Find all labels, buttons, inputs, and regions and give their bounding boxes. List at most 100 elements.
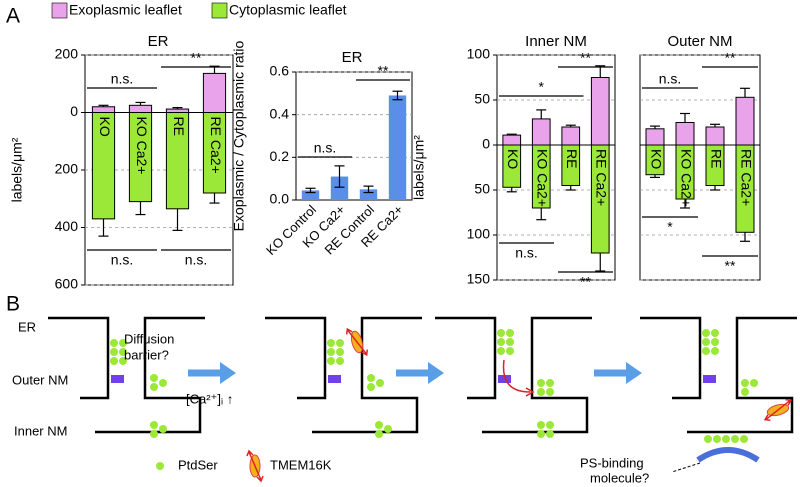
bar [735, 96, 755, 146]
tmem16k [344, 324, 370, 360]
y-tick-label: 0 [70, 103, 78, 119]
y-tick-label: 0.2 [270, 148, 290, 164]
significance-label: * [539, 79, 545, 95]
ptdser [367, 374, 392, 438]
tmem16k [760, 397, 796, 423]
chart: ER labels/μm² 200 0 200 400 600 KO KO Ca2+ RE RE C… [9, 33, 234, 292]
legend-label: Exoplasmic leaflet [69, 2, 182, 18]
label: TMEM16K [270, 457, 332, 472]
leader [671, 462, 701, 473]
bar-label: RE [564, 149, 580, 168]
y-tick-label: 100 [467, 226, 491, 242]
bar [359, 189, 378, 200]
bar [128, 104, 153, 113]
y-tick-label: 50 [474, 181, 490, 197]
ps-binding [696, 447, 760, 463]
label: ER [18, 319, 36, 334]
chart-title: ER [342, 49, 363, 66]
ptdser [150, 374, 167, 438]
label: PtdSer [178, 457, 218, 472]
panel-label: A [6, 5, 20, 28]
step-arrow [188, 362, 236, 384]
chart-title: ER [148, 33, 169, 50]
label: barrier? [124, 347, 169, 362]
flow-arrow [525, 387, 535, 397]
legend-tmem16k [246, 450, 264, 482]
barrier [498, 375, 511, 383]
bar-label: KO Ca2+ [535, 149, 551, 207]
chart-title: Outer NM [667, 33, 732, 50]
step-arrow [594, 362, 642, 384]
bar-label: KO Ca2+ [134, 117, 150, 175]
bar-label: KO [648, 149, 664, 169]
bar [301, 190, 320, 200]
y-tick-label: 50 [474, 91, 490, 107]
flow-arrow [502, 359, 531, 393]
y-axis-label: Exoplasmic / Cytoplasmic ratio [231, 40, 247, 231]
bar-label: KO [97, 117, 113, 137]
significance-label: n.s. [111, 252, 134, 268]
bar-label: KO [505, 149, 521, 169]
label: Diffusion [124, 331, 174, 346]
significance-label: ** [580, 50, 591, 66]
ptdser [702, 329, 719, 355]
plot-frame [496, 54, 616, 281]
significance-label: ** [725, 258, 736, 274]
bar [531, 118, 551, 146]
significance-label: ** [191, 50, 202, 66]
significance-label: * [667, 219, 673, 235]
bar [502, 134, 522, 146]
bar-label: RE Ca2+ [208, 117, 224, 174]
bar [202, 72, 227, 113]
y-tick-label: 0.6 [270, 63, 290, 79]
legend-label: Cytoplasmic leaflet [229, 2, 347, 18]
y-tick-label: 600 [55, 276, 79, 292]
significance-label: n.s. [314, 140, 337, 156]
bar [165, 108, 190, 114]
y-tick-label: 200 [55, 161, 79, 177]
barrier [111, 375, 124, 383]
charts: Exoplasmic leaflet Cytoplasmic leaflet ER l… [9, 2, 761, 292]
chart-title: Inner NM [525, 33, 587, 50]
significance-label: n.s. [659, 71, 682, 87]
bar [561, 126, 581, 146]
label: molecule? [590, 470, 649, 485]
membrane [433, 316, 594, 434]
y-axis-label: labels/μm² [411, 135, 427, 200]
ptdser [537, 379, 554, 438]
chart: Inner NM labels/μm² 100 50 0 50 100 150 KO KO Ca2… [411, 33, 616, 290]
bar-label: RE [708, 149, 724, 168]
ptdser [497, 329, 514, 355]
chart: ER Exoplasmic / Cytoplasmic ratio 0.0 0.2 0.… [231, 40, 413, 258]
y-tick-label: 150 [467, 271, 491, 287]
bar-label: RE Ca2+ [738, 149, 754, 206]
ptdser [704, 379, 758, 443]
label: Outer NM [12, 372, 68, 387]
significance-label: n.s. [515, 245, 538, 261]
barrier [703, 375, 716, 383]
bar [705, 126, 725, 146]
barrier [328, 375, 341, 383]
bar-label: KO Ca2+ [678, 149, 694, 207]
panel-label: B [6, 293, 20, 316]
label: PS-binding [580, 455, 644, 470]
y-tick-label: 0.4 [270, 105, 290, 121]
legend-ptdser [156, 462, 164, 470]
significance-label: n.s. [185, 252, 208, 268]
step-arrow [396, 362, 444, 384]
label: [Ca²⁺]ᵢ ↑ [186, 391, 233, 406]
y-tick-label: 100 [467, 46, 491, 62]
bar [675, 122, 695, 146]
bar [91, 106, 116, 113]
y-tick-label: 200 [55, 46, 79, 62]
significance-label: n.s. [111, 71, 134, 87]
significance-label: ** [580, 274, 591, 290]
legend-swatch [51, 2, 68, 19]
bar [388, 95, 407, 200]
significance-label: ** [378, 63, 389, 79]
label: Inner NM [14, 423, 67, 438]
legend-swatch [211, 2, 228, 19]
bar [330, 176, 349, 200]
